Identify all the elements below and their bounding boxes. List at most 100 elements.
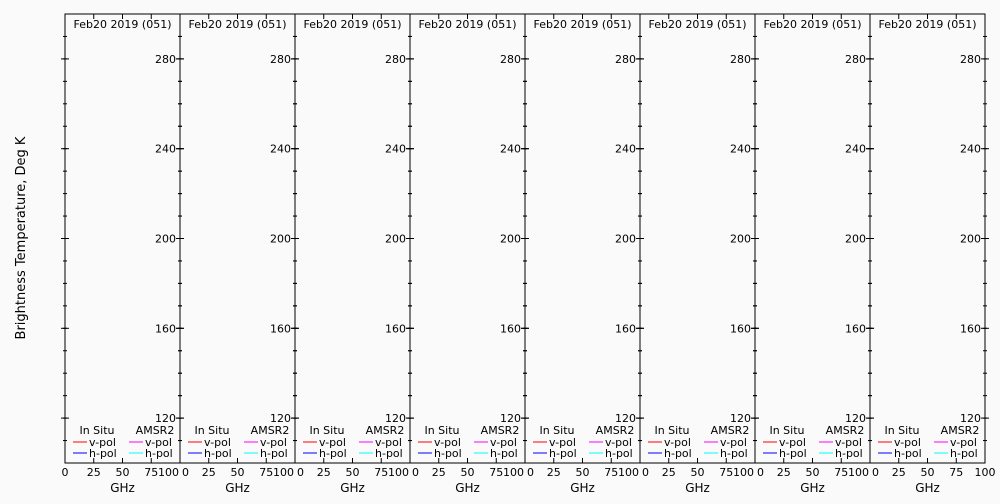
x-tick-label: 100 bbox=[848, 466, 869, 479]
legend-entry-label: v-pol bbox=[549, 436, 576, 449]
legend-group-label: In Situ bbox=[424, 424, 459, 437]
x-axis-label: GHz bbox=[340, 481, 365, 495]
legend-entry-label: h-pol bbox=[375, 447, 403, 460]
legend-entry-label: v-pol bbox=[89, 436, 116, 449]
y-tick-label: 120 bbox=[385, 412, 406, 425]
x-tick-label: 0 bbox=[872, 466, 879, 479]
legend-entry-label: h-pol bbox=[720, 447, 748, 460]
x-tick-label: 50 bbox=[231, 466, 245, 479]
x-tick-label: 50 bbox=[806, 466, 820, 479]
y-axis-label: Brightness Temperature, Deg K bbox=[14, 136, 29, 339]
legend-group-label: In Situ bbox=[769, 424, 804, 437]
y-tick-label: 200 bbox=[155, 233, 176, 246]
legend-entry-label: v-pol bbox=[434, 436, 461, 449]
legend-entry-label: v-pol bbox=[490, 436, 517, 449]
x-tick-label: 25 bbox=[317, 466, 331, 479]
x-axis-label: GHz bbox=[800, 481, 825, 495]
x-tick-label: 100 bbox=[618, 466, 639, 479]
x-axis-label: GHz bbox=[570, 481, 595, 495]
y-tick-label: 160 bbox=[385, 322, 406, 335]
legend-group-label: In Situ bbox=[79, 424, 114, 437]
x-axis-label: GHz bbox=[110, 481, 135, 495]
legend-entry-label: v-pol bbox=[375, 436, 402, 449]
y-tick-label: 200 bbox=[270, 233, 291, 246]
legend-entry-label: v-pol bbox=[260, 436, 287, 449]
legend-entry-label: h-pol bbox=[894, 447, 922, 460]
legend-group-label: In Situ bbox=[309, 424, 344, 437]
y-tick-label: 240 bbox=[385, 143, 406, 156]
x-tick-label: 0 bbox=[297, 466, 304, 479]
x-tick-label: 50 bbox=[691, 466, 705, 479]
legend-entry-label: h-pol bbox=[204, 447, 232, 460]
legend-group-label: In Situ bbox=[654, 424, 689, 437]
legend-group-label: In Situ bbox=[539, 424, 574, 437]
y-tick-label: 160 bbox=[270, 322, 291, 335]
x-tick-label: 50 bbox=[921, 466, 935, 479]
x-axis-label: GHz bbox=[685, 481, 710, 495]
y-tick-label: 160 bbox=[960, 322, 981, 335]
legend-entry-label: h-pol bbox=[779, 447, 807, 460]
y-tick-label: 280 bbox=[960, 53, 981, 66]
x-tick-label: 100 bbox=[975, 466, 996, 479]
x-tick-label: 0 bbox=[757, 466, 764, 479]
y-tick-label: 120 bbox=[270, 412, 291, 425]
y-tick-label: 240 bbox=[615, 143, 636, 156]
legend-entry-label: v-pol bbox=[950, 436, 977, 449]
legend-entry-label: v-pol bbox=[894, 436, 921, 449]
y-tick-label: 280 bbox=[155, 53, 176, 66]
x-tick-label: 75 bbox=[259, 466, 273, 479]
y-tick-label: 160 bbox=[155, 322, 176, 335]
y-tick-label: 120 bbox=[845, 412, 866, 425]
x-axis-label: GHz bbox=[915, 481, 940, 495]
y-tick-label: 120 bbox=[960, 412, 981, 425]
panel-title: Feb20 2019 (051) bbox=[303, 18, 401, 31]
y-tick-label: 160 bbox=[615, 322, 636, 335]
legend-group-label: AMSR2 bbox=[481, 424, 520, 437]
y-tick-label: 240 bbox=[155, 143, 176, 156]
y-tick-label: 200 bbox=[500, 233, 521, 246]
y-tick-label: 160 bbox=[730, 322, 751, 335]
x-tick-label: 50 bbox=[116, 466, 130, 479]
x-tick-label: 0 bbox=[412, 466, 419, 479]
y-tick-label: 280 bbox=[615, 53, 636, 66]
legend-entry-label: h-pol bbox=[549, 447, 577, 460]
panel-title: Feb20 2019 (051) bbox=[878, 18, 976, 31]
legend-entry-label: h-pol bbox=[490, 447, 518, 460]
x-tick-label: 75 bbox=[374, 466, 388, 479]
y-tick-label: 240 bbox=[960, 143, 981, 156]
legend-entry-label: h-pol bbox=[835, 447, 863, 460]
x-tick-label: 25 bbox=[777, 466, 791, 479]
y-tick-label: 160 bbox=[845, 322, 866, 335]
legend-group-label: AMSR2 bbox=[596, 424, 635, 437]
legend-entry-label: v-pol bbox=[779, 436, 806, 449]
x-tick-label: 75 bbox=[489, 466, 503, 479]
y-tick-label: 160 bbox=[500, 322, 521, 335]
x-tick-label: 25 bbox=[87, 466, 101, 479]
x-axis-label: GHz bbox=[225, 481, 250, 495]
x-tick-label: 50 bbox=[346, 466, 360, 479]
legend-entry-label: h-pol bbox=[89, 447, 117, 460]
legend-entry-label: h-pol bbox=[605, 447, 633, 460]
y-tick-label: 200 bbox=[615, 233, 636, 246]
y-tick-label: 240 bbox=[845, 143, 866, 156]
legend-entry-label: h-pol bbox=[319, 447, 347, 460]
legend-entry-label: v-pol bbox=[605, 436, 632, 449]
y-tick-label: 200 bbox=[845, 233, 866, 246]
x-tick-label: 0 bbox=[62, 466, 69, 479]
y-tick-label: 200 bbox=[730, 233, 751, 246]
x-tick-label: 25 bbox=[662, 466, 676, 479]
y-tick-label: 280 bbox=[730, 53, 751, 66]
legend-group-label: AMSR2 bbox=[136, 424, 175, 437]
legend-entry-label: h-pol bbox=[260, 447, 288, 460]
y-tick-label: 240 bbox=[270, 143, 291, 156]
x-tick-label: 0 bbox=[642, 466, 649, 479]
panel-title: Feb20 2019 (051) bbox=[188, 18, 286, 31]
legend-entry-label: v-pol bbox=[835, 436, 862, 449]
y-tick-label: 240 bbox=[500, 143, 521, 156]
x-tick-label: 50 bbox=[576, 466, 590, 479]
legend-group-label: In Situ bbox=[194, 424, 229, 437]
x-tick-label: 50 bbox=[461, 466, 475, 479]
legend-group-label: AMSR2 bbox=[366, 424, 405, 437]
x-axis-label: GHz bbox=[455, 481, 480, 495]
